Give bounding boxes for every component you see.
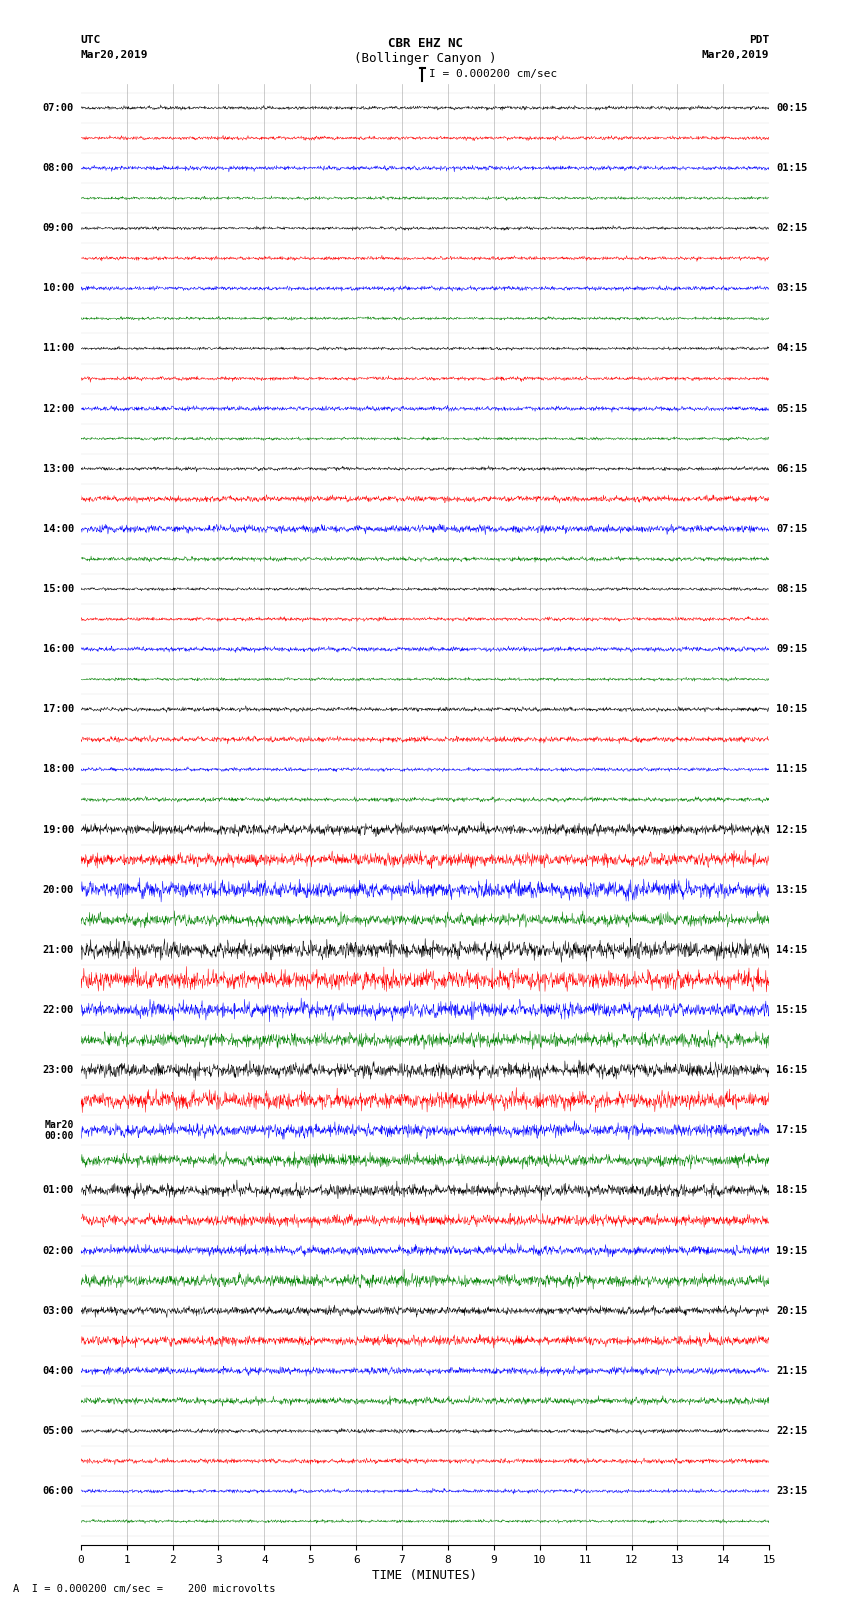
Text: 09:00: 09:00 xyxy=(42,223,74,234)
Text: 18:15: 18:15 xyxy=(776,1186,808,1195)
Text: 17:00: 17:00 xyxy=(42,705,74,715)
Text: Mar20,2019: Mar20,2019 xyxy=(81,50,148,60)
Text: 21:00: 21:00 xyxy=(42,945,74,955)
Text: 10:00: 10:00 xyxy=(42,284,74,294)
Text: 13:15: 13:15 xyxy=(776,886,808,895)
Text: 07:15: 07:15 xyxy=(776,524,808,534)
Text: 11:15: 11:15 xyxy=(776,765,808,774)
Text: 14:00: 14:00 xyxy=(42,524,74,534)
Text: 13:00: 13:00 xyxy=(42,465,74,474)
Text: 04:15: 04:15 xyxy=(776,344,808,353)
Text: 21:15: 21:15 xyxy=(776,1366,808,1376)
Text: Mar20,2019: Mar20,2019 xyxy=(702,50,769,60)
Text: 23:00: 23:00 xyxy=(42,1065,74,1076)
Text: 12:15: 12:15 xyxy=(776,824,808,834)
Text: UTC: UTC xyxy=(81,35,101,45)
Text: 22:00: 22:00 xyxy=(42,1005,74,1015)
Text: 05:00: 05:00 xyxy=(42,1426,74,1436)
Text: 18:00: 18:00 xyxy=(42,765,74,774)
Text: 15:00: 15:00 xyxy=(42,584,74,594)
Text: CBR EHZ NC: CBR EHZ NC xyxy=(388,37,462,50)
Text: 01:15: 01:15 xyxy=(776,163,808,173)
Text: 06:15: 06:15 xyxy=(776,465,808,474)
Text: 09:15: 09:15 xyxy=(776,644,808,655)
Text: 08:00: 08:00 xyxy=(42,163,74,173)
Text: 19:00: 19:00 xyxy=(42,824,74,834)
Text: 20:15: 20:15 xyxy=(776,1305,808,1316)
Text: 00:15: 00:15 xyxy=(776,103,808,113)
Text: 06:00: 06:00 xyxy=(42,1486,74,1497)
Text: 23:15: 23:15 xyxy=(776,1486,808,1497)
Text: 02:00: 02:00 xyxy=(42,1245,74,1255)
Text: 14:15: 14:15 xyxy=(776,945,808,955)
Text: 07:00: 07:00 xyxy=(42,103,74,113)
Text: 10:15: 10:15 xyxy=(776,705,808,715)
Text: 05:15: 05:15 xyxy=(776,403,808,413)
Text: 19:15: 19:15 xyxy=(776,1245,808,1255)
Text: 01:00: 01:00 xyxy=(42,1186,74,1195)
Text: 15:15: 15:15 xyxy=(776,1005,808,1015)
Text: 12:00: 12:00 xyxy=(42,403,74,413)
Text: 16:00: 16:00 xyxy=(42,644,74,655)
Text: A  I = 0.000200 cm/sec =    200 microvolts: A I = 0.000200 cm/sec = 200 microvolts xyxy=(13,1584,275,1594)
Text: (Bollinger Canyon ): (Bollinger Canyon ) xyxy=(354,52,496,65)
Text: 03:00: 03:00 xyxy=(42,1305,74,1316)
Text: 16:15: 16:15 xyxy=(776,1065,808,1076)
Text: I = 0.000200 cm/sec: I = 0.000200 cm/sec xyxy=(429,69,558,79)
Text: PDT: PDT xyxy=(749,35,769,45)
X-axis label: TIME (MINUTES): TIME (MINUTES) xyxy=(372,1569,478,1582)
Text: Mar20
00:00: Mar20 00:00 xyxy=(44,1119,74,1140)
Text: 08:15: 08:15 xyxy=(776,584,808,594)
Text: 02:15: 02:15 xyxy=(776,223,808,234)
Text: 22:15: 22:15 xyxy=(776,1426,808,1436)
Text: 17:15: 17:15 xyxy=(776,1126,808,1136)
Text: 03:15: 03:15 xyxy=(776,284,808,294)
Text: 20:00: 20:00 xyxy=(42,886,74,895)
Text: 04:00: 04:00 xyxy=(42,1366,74,1376)
Text: 11:00: 11:00 xyxy=(42,344,74,353)
